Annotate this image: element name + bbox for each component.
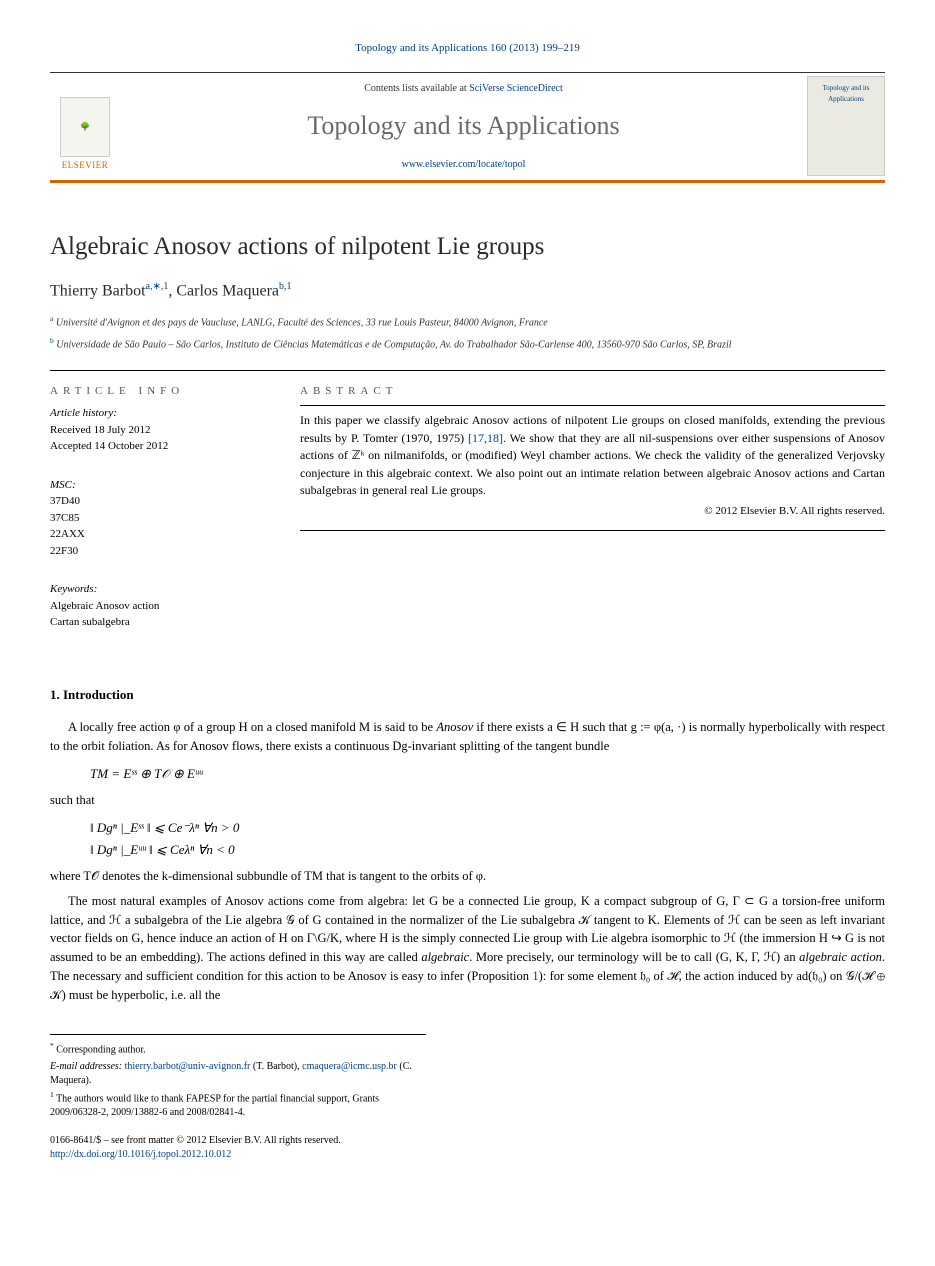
p3b: . More precisely, our terminology will b… xyxy=(469,950,799,964)
journal-title: Topology and its Applications xyxy=(130,106,797,145)
abstract-heading: abstract xyxy=(300,383,885,400)
author-2: , Carlos Maquera xyxy=(168,282,279,299)
p3-algebraic-term: algebraic xyxy=(421,950,469,964)
abstract-citation-link[interactable]: [17,18] xyxy=(468,431,503,445)
contents-available-line: Contents lists available at SciVerse Sci… xyxy=(130,81,797,96)
journal-cover-thumbnail: Topology and its Applications xyxy=(807,76,885,176)
p1-anosov-term: Anosov xyxy=(436,720,473,734)
author-list: Thierry Barbota,∗,1, Carlos Maquerab,1 xyxy=(50,279,885,303)
fn-corresponding: * Corresponding author. xyxy=(50,1041,426,1057)
keyword-0: Algebraic Anosov action xyxy=(50,598,260,615)
cover-text: Topology and its Applications xyxy=(812,83,880,104)
aff-mark-b: b xyxy=(50,336,54,345)
sciencedirect-link[interactable]: SciVerse ScienceDirect xyxy=(469,83,563,94)
msc-0: 37D40 xyxy=(50,493,260,510)
doi-link[interactable]: http://dx.doi.org/10.1016/j.topol.2012.1… xyxy=(50,1149,231,1160)
keyword-1: Cartan subalgebra xyxy=(50,614,260,631)
fn-corr-text: Corresponding author. xyxy=(56,1045,145,1056)
journal-homepage-link[interactable]: www.elsevier.com/locate/topol xyxy=(130,157,797,172)
author-1-marks: a,∗,1 xyxy=(146,281,169,292)
article-info-heading: article info xyxy=(50,383,260,400)
aff-mark-a: a xyxy=(50,314,53,323)
abstract-text: In this paper we classify algebraic Anos… xyxy=(300,412,885,499)
email-link-2[interactable]: cmaquera@icmc.usp.br xyxy=(302,1061,397,1072)
fn-funding-text: The authors would like to thank FAPESP f… xyxy=(50,1093,379,1118)
history-label: Article history: xyxy=(50,405,260,422)
issn-line: 0166-8641/$ – see front matter © 2012 El… xyxy=(50,1134,885,1148)
affiliation-a: a Université d'Avignon et des pays de Va… xyxy=(50,313,885,330)
equation-bounds: ‖ Dgⁿ |_Eˢˢ ‖ ⩽ Ce⁻λⁿ ∀n > 0 ‖ Dgⁿ |_Eᵘᵘ… xyxy=(90,818,885,859)
aff-text-a: Université d'Avignon et des pays de Vauc… xyxy=(56,318,548,329)
divider-rule xyxy=(50,370,885,371)
publisher-name: ELSEVIER xyxy=(62,159,109,173)
msc-1: 37C85 xyxy=(50,510,260,527)
author-2-marks: b,1 xyxy=(279,281,292,292)
citation-line: Topology and its Applications 160 (2013)… xyxy=(50,40,885,57)
article-title: Algebraic Anosov actions of nilpotent Li… xyxy=(50,228,885,266)
accepted-date: Accepted 14 October 2012 xyxy=(50,438,260,455)
section-1-heading: 1. Introduction xyxy=(50,685,885,705)
eq-2-line2: ‖ Dgⁿ |_Eᵘᵘ ‖ ⩽ Ceλⁿ ∀n < 0 xyxy=(90,840,885,860)
abstract-copyright: © 2012 Elsevier B.V. All rights reserved… xyxy=(300,503,885,520)
aff-text-b: Universidade de São Paulo – São Carlos, … xyxy=(56,339,731,350)
fn-email-label: E-mail addresses: xyxy=(50,1061,122,1072)
eq-2-line1: ‖ Dgⁿ |_Eˢˢ ‖ ⩽ Ce⁻λⁿ ∀n > 0 xyxy=(90,818,885,838)
footnotes-block: * Corresponding author. E-mail addresses… xyxy=(50,1034,426,1120)
fn-emails: E-mail addresses: thierry.barbot@univ-av… xyxy=(50,1060,426,1088)
author-1: Thierry Barbot xyxy=(50,282,146,299)
equation-splitting: TM = Eˢˢ ⊕ T𝒪 ⊕ Eᵘᵘ xyxy=(90,764,885,784)
email-link-1[interactable]: thierry.barbot@univ-avignon.fr xyxy=(125,1061,251,1072)
elsevier-tree-icon: 🌳 xyxy=(60,97,110,157)
intro-para-2: where T𝒪 denotes the k-dimensional subbu… xyxy=(50,867,885,886)
publisher-logo: 🌳 ELSEVIER xyxy=(50,76,120,176)
fn-funding: 1 The authors would like to thank FAPESP… xyxy=(50,1090,426,1120)
eq-1: TM = Eˢˢ ⊕ T𝒪 ⊕ Eᵘᵘ xyxy=(90,764,885,784)
journal-header: 🌳 ELSEVIER Contents lists available at S… xyxy=(50,72,885,183)
affiliation-b: b Universidade de São Paulo – São Carlos… xyxy=(50,335,885,352)
intro-para-3: The most natural examples of Anosov acti… xyxy=(50,892,885,1005)
msc-label: MSC: xyxy=(50,477,260,494)
abstract-column: abstract In this paper we classify algeb… xyxy=(300,383,885,645)
contents-prefix: Contents lists available at xyxy=(364,83,469,94)
fn-email1-name: (T. Barbot), xyxy=(250,1061,302,1072)
msc-3: 22F30 xyxy=(50,543,260,560)
keywords-label: Keywords: xyxy=(50,581,260,598)
article-info-column: article info Article history: Received 1… xyxy=(50,383,260,645)
p3-algaction-term: algebraic action xyxy=(799,950,882,964)
such-that-text: such that xyxy=(50,791,885,810)
msc-2: 22AXX xyxy=(50,526,260,543)
intro-para-1: A locally free action φ of a group H on … xyxy=(50,718,885,756)
p1a: A locally free action φ of a group H on … xyxy=(68,720,436,734)
received-date: Received 18 July 2012 xyxy=(50,422,260,439)
front-matter-block: 0166-8641/$ – see front matter © 2012 El… xyxy=(50,1134,885,1162)
